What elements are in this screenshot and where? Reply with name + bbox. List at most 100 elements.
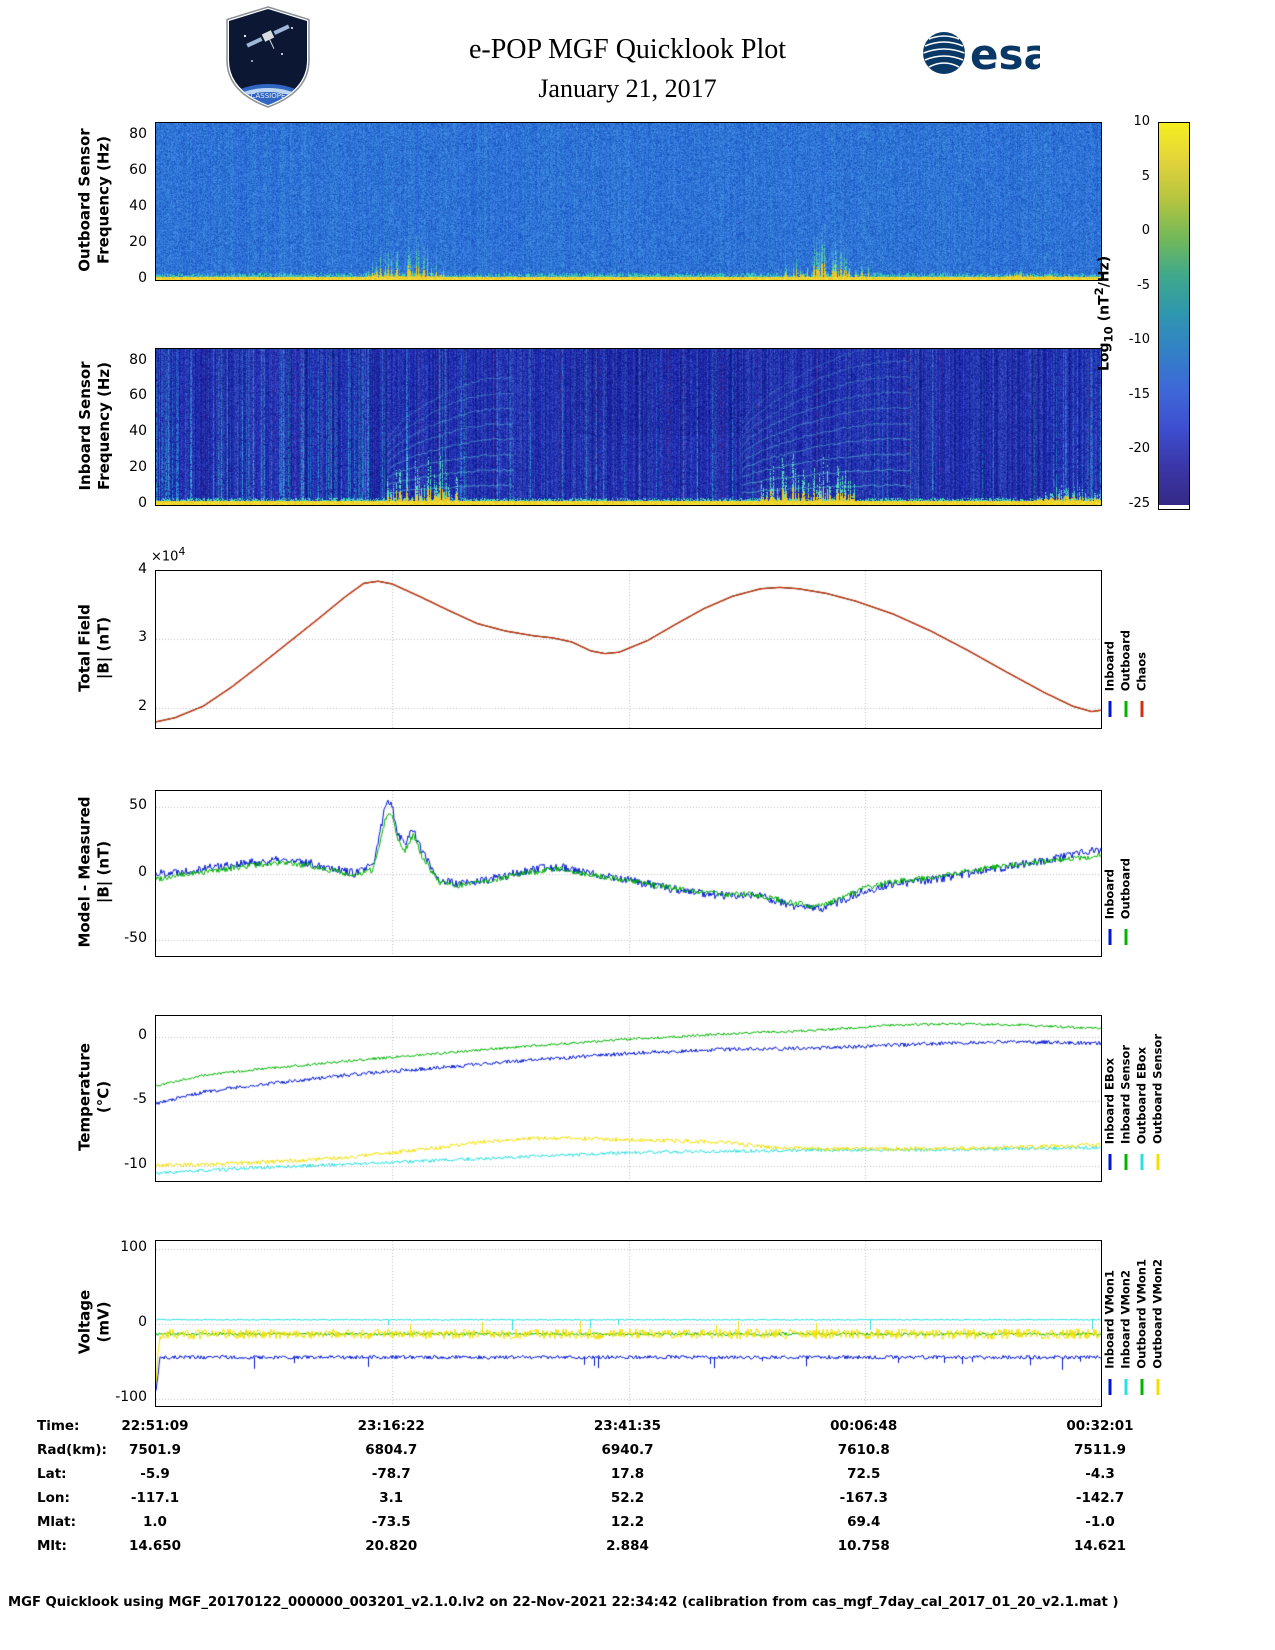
- ephemeris-value: 6940.7: [601, 1442, 654, 1458]
- legend-line-sample: [1124, 701, 1128, 717]
- voltage-canvas: [156, 1241, 1101, 1406]
- legend-label: Outboard EBox: [1134, 1046, 1149, 1144]
- y-tick-label: 40: [129, 197, 147, 214]
- y-tick-label: -100: [115, 1388, 147, 1405]
- model-minus-measured-legend: Inboard Outboard: [1102, 790, 1133, 955]
- ephemeris-value: 14.621: [1073, 1538, 1127, 1554]
- y-tick-label: 20: [129, 459, 147, 476]
- y-tick-label: 0: [138, 1026, 147, 1043]
- y-tick-label: -10: [124, 1155, 147, 1172]
- legend-line-sample: [1108, 1379, 1112, 1395]
- esa-wordmark: esa: [970, 30, 1040, 79]
- ephemeris-value: -1.0: [1085, 1514, 1115, 1530]
- ephemeris-value: 69.4: [847, 1514, 881, 1530]
- legend-line-sample: [1156, 1154, 1160, 1170]
- y-tick-label: 60: [129, 161, 147, 178]
- y-tick-label: 0: [138, 495, 147, 511]
- exponent-power: 4: [178, 545, 186, 558]
- ephemeris-value: -4.3: [1085, 1466, 1115, 1482]
- cbl-mid: (nT: [1096, 294, 1113, 326]
- legend-entry: Inboard: [1102, 570, 1117, 727]
- y-tick-label: 50: [129, 796, 147, 813]
- ephemeris-value: 6804.7: [365, 1442, 418, 1458]
- y-tick-label: 80: [129, 351, 147, 368]
- y-tick-label: 0: [138, 1313, 147, 1330]
- colorbar-tick-label: 0: [1141, 223, 1150, 239]
- legend-line-sample: [1140, 701, 1144, 717]
- ylabel-line: Voltage: [75, 1289, 94, 1355]
- colorbar-gradient: [1159, 123, 1189, 505]
- legend-line-sample: [1124, 929, 1128, 945]
- ephemeris-value: -73.5: [371, 1514, 411, 1530]
- legend-label: Outboard: [1118, 857, 1133, 919]
- panel-outboard-spectrogram: [155, 122, 1102, 281]
- panel-voltage: [155, 1240, 1102, 1407]
- colorbar-tick-label: -15: [1128, 386, 1150, 402]
- legend-label: Inboard: [1102, 640, 1117, 691]
- legend-label: Outboard VMon2: [1150, 1259, 1165, 1369]
- ephemeris-value: 00:32:01: [1066, 1418, 1134, 1434]
- panel-model-minus-measured: [155, 790, 1102, 957]
- legend-label: Inboard Sensor: [1118, 1045, 1133, 1144]
- colorbar-tick-label: -5: [1137, 277, 1150, 293]
- legend-label: Inboard VMon2: [1118, 1270, 1133, 1369]
- legend-line-sample: [1108, 701, 1112, 717]
- colorbar-tick-label: 10: [1133, 114, 1150, 129]
- ylabel-line: Temperature: [75, 1043, 94, 1151]
- y-tick-label: 0: [138, 270, 147, 286]
- ephemeris-value: 17.8: [610, 1466, 645, 1482]
- legend-line-sample: [1124, 1379, 1128, 1395]
- legend-line-sample: [1140, 1154, 1144, 1170]
- legend-label: Inboard EBox: [1102, 1057, 1117, 1144]
- legend-entry: Inboard: [1102, 790, 1117, 955]
- ephemeris-row-label: Lon:: [37, 1490, 70, 1506]
- legend-entry: Outboard EBox: [1134, 1015, 1149, 1180]
- legend-entry: Inboard VMon1: [1102, 1240, 1117, 1405]
- ephemeris-value: 22:51:09: [121, 1418, 189, 1434]
- ylabel-line: Model - Measured: [75, 796, 94, 948]
- ephemeris-value: 7610.8: [837, 1442, 890, 1458]
- ephemeris-value: 3.1: [379, 1490, 404, 1506]
- ephemeris-value: -5.9: [140, 1466, 170, 1482]
- patch-mission-name: CASSIOPE: [251, 92, 286, 100]
- legend-line-sample: [1108, 929, 1112, 945]
- plot-title: e-POP MGF Quicklook Plot: [468, 34, 787, 65]
- panel-temperature: [155, 1015, 1102, 1182]
- colorbar-tick-label: -10: [1128, 332, 1150, 348]
- ephemeris-value: 10.758: [837, 1538, 890, 1554]
- ephemeris-value: 7501.9: [128, 1442, 182, 1458]
- legend-label: Chaos: [1134, 651, 1149, 691]
- legend-entry: Inboard EBox: [1102, 1015, 1117, 1180]
- model-minus-measured-canvas: [156, 791, 1101, 956]
- legend-entry: Inboard VMon2: [1118, 1240, 1133, 1405]
- ephemeris-row-label: Mlat:: [37, 1514, 77, 1530]
- ephemeris-value: 00:06:48: [830, 1418, 898, 1434]
- cassiope-patch-graphic: CASSIOPE: [226, 6, 310, 108]
- y-tick-label: 4: [138, 561, 147, 577]
- figure-titles: e-POP MGF Quicklook Plot January 21, 201…: [155, 34, 1100, 104]
- legend-line-sample: [1140, 1379, 1144, 1395]
- colorbar-tick-label: 5: [1141, 168, 1150, 184]
- cassiope-mission-patch: CASSIOPE: [222, 6, 314, 112]
- ephemeris-row-label: Lat:: [37, 1466, 67, 1482]
- ephemeris-row-label: Mlt:: [37, 1538, 67, 1554]
- ephemeris-value: -167.3: [839, 1490, 888, 1506]
- y-tick-label: -50: [124, 930, 147, 947]
- outboard-spectrogram-canvas: [156, 123, 1101, 280]
- y-axis-exponent: ×104: [151, 545, 185, 564]
- legend-label: Inboard VMon1: [1102, 1270, 1117, 1369]
- ephemeris-value: -142.7: [1075, 1490, 1125, 1506]
- legend-entry: Outboard: [1118, 790, 1133, 955]
- ephemeris-value: 2.884: [606, 1538, 649, 1554]
- legend-label: Outboard VMon1: [1134, 1259, 1149, 1369]
- voltage-legend: Inboard VMon1 Inboard VMon2 Outboard VMon1…: [1102, 1240, 1165, 1405]
- ylabel-line: Total Field: [75, 604, 94, 692]
- ephemeris-value: -117.1: [130, 1490, 180, 1506]
- legend-line-sample: [1124, 1154, 1128, 1170]
- ephemeris-value: 12.2: [610, 1514, 645, 1530]
- ephemeris-value: 52.2: [610, 1490, 645, 1506]
- ephemeris-value: 23:41:35: [593, 1418, 662, 1434]
- legend-label: Outboard: [1118, 629, 1133, 691]
- y-tick-label: -5: [133, 1091, 147, 1108]
- legend-entry: Inboard Sensor: [1118, 1015, 1133, 1180]
